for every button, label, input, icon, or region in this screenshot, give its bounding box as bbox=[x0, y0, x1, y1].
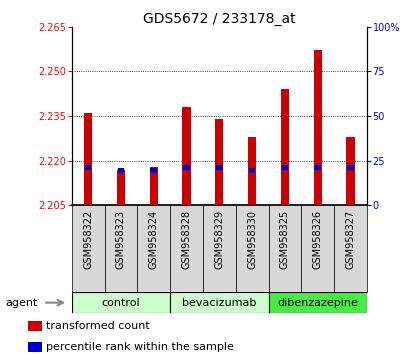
Bar bbox=[28, 342, 42, 353]
Bar bbox=[216, 165, 222, 170]
Bar bbox=[72, 292, 170, 313]
Bar bbox=[117, 170, 125, 205]
Title: GDS5672 / 233178_at: GDS5672 / 233178_at bbox=[143, 12, 295, 25]
Text: GSM958324: GSM958324 bbox=[148, 210, 158, 269]
Bar bbox=[170, 205, 202, 292]
Bar bbox=[170, 292, 268, 313]
Bar bbox=[202, 205, 235, 292]
Bar bbox=[104, 205, 137, 292]
Bar bbox=[28, 320, 42, 331]
Bar bbox=[280, 89, 288, 205]
Text: GSM958325: GSM958325 bbox=[279, 210, 289, 269]
Bar bbox=[85, 165, 91, 170]
Bar bbox=[72, 205, 104, 292]
Text: GSM958323: GSM958323 bbox=[116, 210, 126, 269]
Bar bbox=[301, 205, 333, 292]
Bar bbox=[150, 168, 157, 172]
Text: percentile rank within the sample: percentile rank within the sample bbox=[46, 342, 234, 352]
Bar bbox=[314, 165, 320, 170]
Bar bbox=[235, 205, 268, 292]
Bar bbox=[215, 119, 223, 205]
Text: GSM958330: GSM958330 bbox=[247, 210, 256, 269]
Bar bbox=[346, 165, 353, 170]
Bar bbox=[84, 113, 92, 205]
Text: GSM958328: GSM958328 bbox=[181, 210, 191, 269]
Bar bbox=[117, 168, 124, 172]
Bar bbox=[247, 137, 256, 205]
Bar bbox=[183, 165, 189, 170]
Text: GSM958326: GSM958326 bbox=[312, 210, 322, 269]
Bar bbox=[333, 205, 366, 292]
Text: transformed count: transformed count bbox=[46, 321, 149, 331]
Text: GSM958327: GSM958327 bbox=[345, 210, 355, 269]
Text: bevacizumab: bevacizumab bbox=[182, 298, 256, 308]
Bar bbox=[182, 107, 190, 205]
Bar bbox=[149, 167, 157, 205]
Bar bbox=[313, 50, 321, 205]
Bar bbox=[248, 168, 255, 172]
Text: dibenzazepine: dibenzazepine bbox=[276, 298, 357, 308]
Bar bbox=[268, 292, 366, 313]
Text: agent: agent bbox=[6, 298, 38, 308]
Bar bbox=[281, 165, 288, 170]
Bar bbox=[137, 205, 170, 292]
Text: control: control bbox=[101, 298, 140, 308]
Bar bbox=[346, 137, 354, 205]
Text: GSM958322: GSM958322 bbox=[83, 210, 93, 269]
Bar bbox=[268, 205, 301, 292]
Text: GSM958329: GSM958329 bbox=[214, 210, 224, 269]
